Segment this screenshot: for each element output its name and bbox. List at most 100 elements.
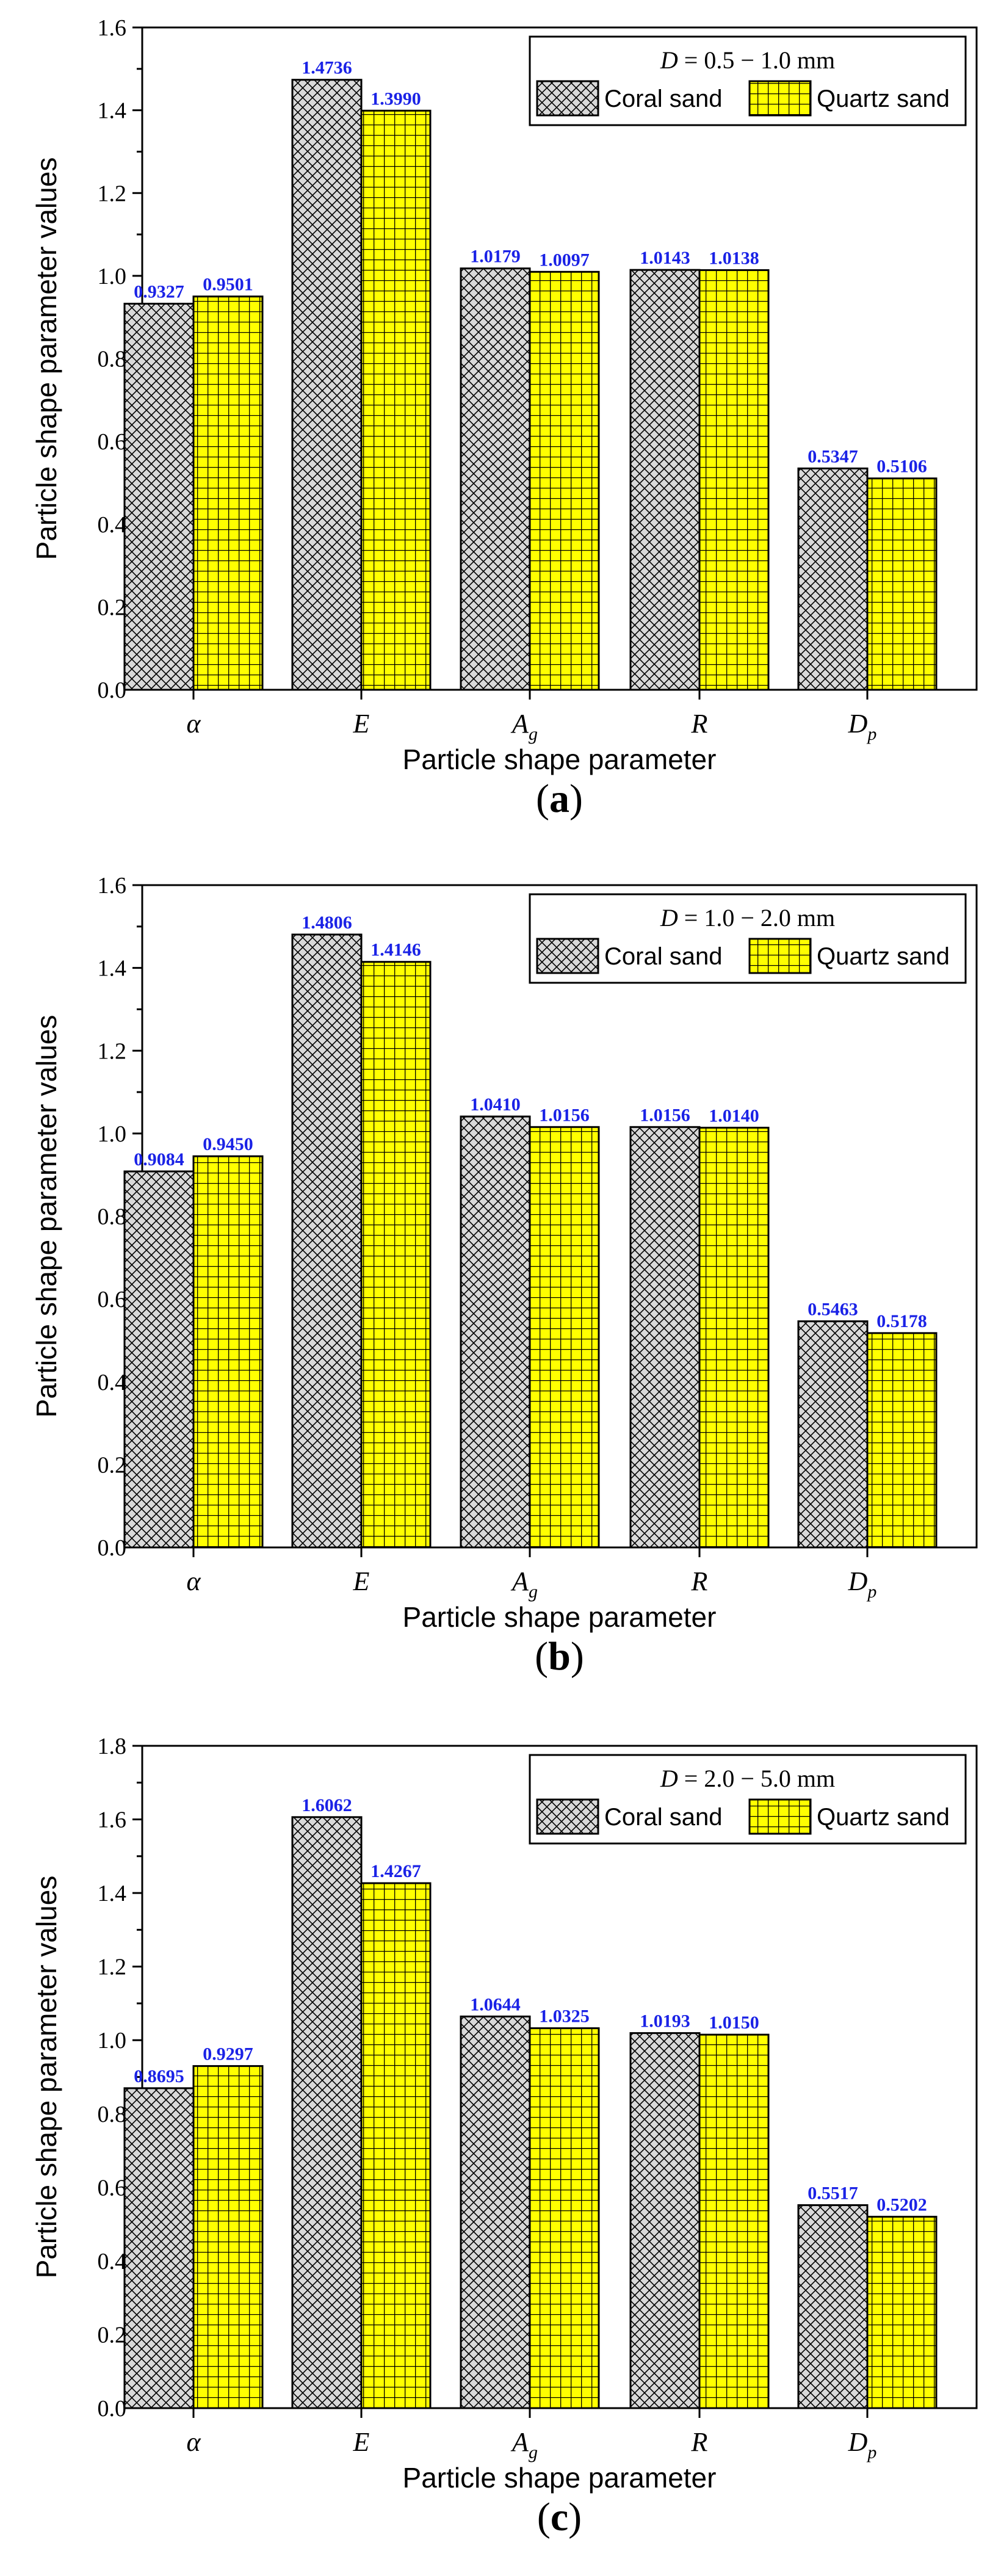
coral-sand-bar (629, 1126, 701, 1549)
x-tick-label: E (353, 709, 370, 739)
x-axis-title: Particle shape parameter (403, 1601, 717, 1633)
data-label: 1.4736 (302, 58, 352, 78)
y-tick-label: 0.4 (98, 2249, 127, 2274)
legend-box (529, 893, 967, 984)
data-label: 1.0325 (539, 2006, 590, 2027)
x-tick-label: Dp (848, 1566, 877, 1602)
chart-panel-c: 0.0 0.2 0.4 0.6 0.8 1.0 1.2 1.4 1.6 1.8 0.8695 1.60… (31, 1734, 978, 2539)
y-tick-label: 1.6 (98, 873, 127, 899)
y-tick-label: 0.0 (98, 1535, 127, 1561)
data-label: 0.9327 (134, 282, 184, 302)
data-label: 1.0179 (470, 247, 521, 267)
y-tick-label: 1.0 (98, 1121, 127, 1147)
y-axis-title: Particle shape parameter values (31, 157, 62, 560)
data-label: 1.0138 (709, 248, 759, 269)
legend-title: D = 0.5 − 1.0 mm (660, 46, 835, 74)
quartz-sand-bar (360, 109, 432, 691)
coral-sand-bar (291, 1816, 363, 2409)
coral-sand-bar (291, 933, 363, 1549)
x-tick-label: Dp (848, 2427, 877, 2462)
data-label: 1.0156 (640, 1105, 690, 1125)
x-tick-label: E (353, 2427, 370, 2457)
y-axis-title: Particle shape parameter values (31, 1015, 62, 1418)
data-label: 1.0644 (470, 1994, 521, 2014)
panel-label: (a) (536, 776, 583, 821)
legend-label-quartz-sand: Quartz sand (817, 943, 950, 970)
quartz-sand-bar (192, 295, 264, 691)
data-label: 0.5517 (808, 2183, 858, 2203)
y-tick-label: 0.2 (98, 2322, 127, 2348)
y-tick-label: 1.6 (98, 1807, 127, 1833)
y-tick-label: 0.4 (98, 1370, 127, 1395)
coral-sand-bar (797, 1320, 869, 1549)
coral-sand-bar (123, 303, 195, 691)
coral-sand-bar (629, 2032, 701, 2409)
data-label: 1.4806 (302, 913, 352, 933)
data-label: 0.9450 (203, 1134, 253, 1154)
y-tick-label: 0.4 (98, 512, 127, 538)
y-tick-label: 1.4 (98, 956, 127, 982)
legend-label-quartz-sand: Quartz sand (817, 1804, 950, 1831)
x-tick-label: Ag (510, 2427, 538, 2462)
quartz-sand-bar (866, 1332, 938, 1549)
coral-sand-bar (123, 1170, 195, 1549)
y-tick-label: 0.2 (98, 1452, 127, 1478)
x-tick-label: α (186, 2427, 201, 2457)
y-tick-label: 1.6 (98, 15, 127, 41)
y-tick-label: 1.4 (98, 98, 127, 124)
panel-label: (c) (537, 2495, 582, 2539)
x-tick-label: R (691, 2427, 708, 2457)
chart-panel-a: 0.0 0.2 0.4 0.6 0.8 1.0 1.2 1.4 1.6 0.9327 1.4736 1… (31, 15, 978, 821)
data-label: 1.0410 (470, 1094, 521, 1115)
data-label: 1.0156 (539, 1105, 590, 1125)
quartz-sand-bar (866, 2215, 938, 2409)
data-label: 1.4267 (370, 1861, 421, 1881)
data-label: 1.0150 (709, 2013, 759, 2033)
data-label: 0.9297 (203, 2044, 253, 2064)
legend-swatch-quartz-sand (748, 80, 812, 117)
x-tick-label: Dp (848, 709, 877, 744)
x-axis-title: Particle shape parameter (403, 743, 717, 775)
coral-sand-bar (291, 79, 363, 691)
quartz-sand-bar (529, 270, 600, 691)
data-label: 1.3990 (370, 89, 421, 109)
data-label: 1.0097 (539, 250, 590, 270)
x-tick-label: R (691, 709, 708, 739)
legend-title: D = 1.0 − 2.0 mm (660, 904, 835, 932)
data-label: 0.9501 (203, 275, 253, 295)
coral-sand-bar (629, 269, 701, 691)
y-tick-label: 1.4 (98, 1881, 127, 1906)
legend-swatch-coral-sand (536, 938, 599, 974)
legend-swatch-coral-sand (536, 1798, 599, 1835)
x-axis-title: Particle shape parameter (403, 2462, 717, 2494)
y-tick-label: 1.2 (98, 181, 127, 206)
y-tick-label: 1.0 (98, 2028, 127, 2053)
coral-sand-bar (460, 267, 531, 691)
data-label: 0.5347 (808, 446, 858, 466)
coral-sand-bar (123, 2087, 195, 2409)
y-tick-label: 1.2 (98, 1955, 127, 1980)
quartz-sand-bar (529, 1126, 600, 1549)
legend-label-quartz-sand: Quartz sand (817, 85, 950, 112)
legend-label-coral-sand: Coral sand (604, 943, 722, 970)
data-label: 0.5202 (876, 2194, 927, 2215)
y-tick-label: 0.8 (98, 347, 127, 372)
legend-label-coral-sand: Coral sand (604, 1804, 722, 1831)
legend-box (529, 1754, 967, 1845)
y-tick-label: 0.6 (98, 2175, 127, 2201)
coral-sand-bar (797, 2204, 869, 2409)
y-axis-title: Particle shape parameter values (31, 1876, 62, 2279)
x-tick-label: R (691, 1566, 708, 1596)
y-tick-label: 0.8 (98, 2102, 127, 2127)
data-label: 0.5106 (876, 457, 927, 477)
panel-label: (b) (535, 1634, 584, 1679)
y-tick-label: 0.6 (98, 429, 127, 455)
legend-swatch-quartz-sand (748, 938, 812, 974)
x-tick-label: α (186, 709, 201, 739)
quartz-sand-bar (192, 2065, 264, 2409)
quartz-sand-bar (698, 1126, 770, 1549)
data-label: 0.8695 (134, 2066, 184, 2086)
y-tick-label: 0.8 (98, 1204, 127, 1230)
y-tick-label: 0.6 (98, 1287, 127, 1312)
